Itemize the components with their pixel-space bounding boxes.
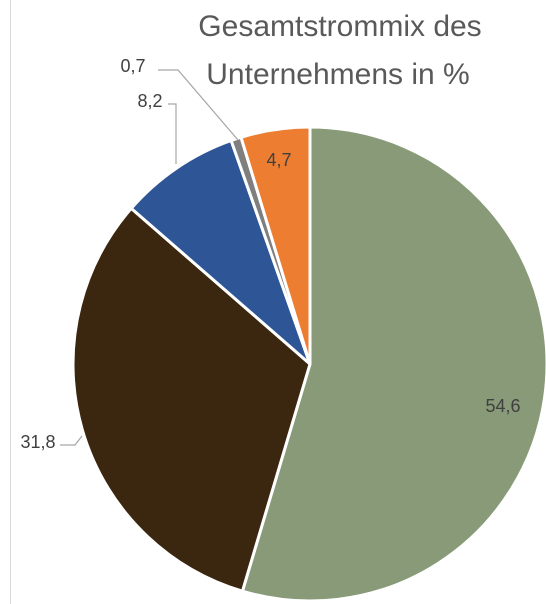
pie-slice-8-2 xyxy=(129,139,312,366)
pie-slice-31-8 xyxy=(71,206,312,593)
chart-border xyxy=(10,0,11,604)
leader-line-31-8 xyxy=(60,435,83,446)
data-label-31-8: 31,8 xyxy=(20,432,55,452)
pie-slices xyxy=(71,125,546,603)
chart-title-line-2: Unternehmens in % xyxy=(206,58,469,91)
leader-lines xyxy=(60,69,239,446)
data-label-4-7: 4,7 xyxy=(266,150,291,170)
leader-line-0-7 xyxy=(158,69,239,141)
data-label-54-6: 54,6 xyxy=(485,396,520,416)
data-label-0-7: 0,7 xyxy=(120,56,145,76)
pie-slice-4-7 xyxy=(239,125,312,366)
data-label-8-2: 8,2 xyxy=(137,91,162,111)
chart-title-line-1: Gesamtstrommix des xyxy=(198,10,481,43)
leader-line-8-2 xyxy=(168,103,177,164)
pie-slice-54-6 xyxy=(240,125,546,603)
